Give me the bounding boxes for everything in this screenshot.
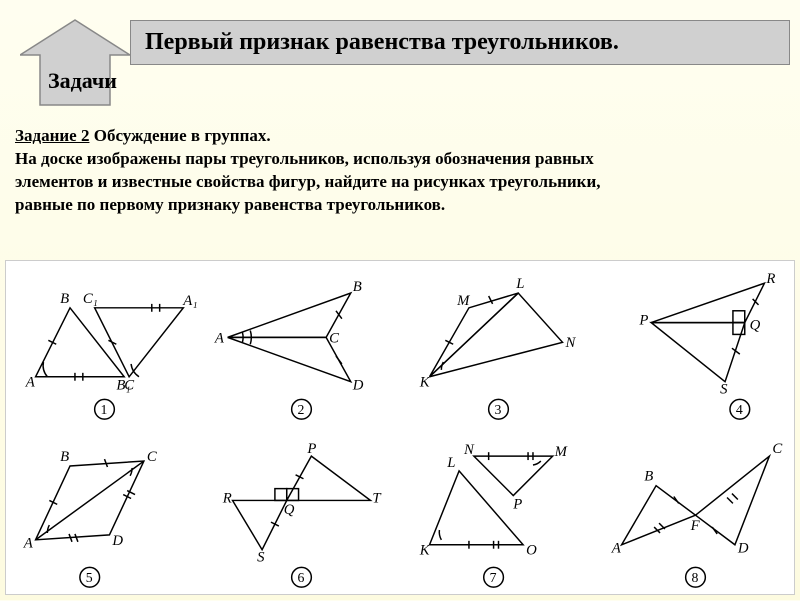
- label: K: [419, 375, 431, 391]
- label: O: [526, 542, 537, 558]
- label: A: [214, 330, 225, 346]
- label: A₁: [182, 293, 197, 309]
- label: C: [329, 330, 339, 346]
- label: P: [306, 441, 316, 457]
- task-suffix: Обсуждение в группах.: [89, 126, 270, 145]
- label: S: [257, 549, 265, 565]
- label: F: [690, 518, 701, 534]
- label: Q: [284, 502, 295, 518]
- body-line-1: На доске изображены пары треугольников, …: [15, 149, 594, 168]
- diagram-panel: A B C A₁ B₁ C₁ 1 A B C D: [5, 260, 795, 595]
- label: B: [60, 291, 69, 307]
- label: C₁: [83, 291, 98, 307]
- body-line-2: элементов и известные свойства фигур, на…: [15, 172, 601, 191]
- label: B: [353, 279, 362, 295]
- figure-number: 3: [495, 402, 502, 417]
- figure-number: 7: [490, 570, 497, 585]
- figure-number: 5: [86, 570, 93, 585]
- label: T: [372, 490, 382, 506]
- figure-number: 2: [298, 402, 305, 417]
- task-text: Задание 2 Обсуждение в группах. На доске…: [10, 125, 790, 217]
- label: B: [644, 468, 653, 484]
- figure-number: 4: [736, 402, 743, 417]
- label: R: [765, 271, 775, 287]
- label: K: [419, 542, 431, 558]
- label: N: [463, 442, 475, 458]
- label: Q: [750, 317, 761, 333]
- figure-2: A B C D 2: [203, 261, 400, 429]
- diagram-grid: A B C A₁ B₁ C₁ 1 A B C D: [6, 261, 794, 594]
- label: S: [720, 382, 728, 398]
- label: L: [515, 276, 524, 292]
- title-bar: Первый признак равенства треугольников.: [130, 20, 790, 65]
- figure-4: P Q R S 4: [597, 261, 794, 429]
- figure-1: A B C A₁ B₁ C₁ 1: [6, 261, 203, 429]
- figure-number: 8: [692, 570, 699, 585]
- label: P: [512, 496, 522, 512]
- label: M: [554, 444, 568, 460]
- tab-label: Задачи: [48, 68, 117, 94]
- figure-5: A B C D 5: [6, 429, 203, 597]
- label: D: [352, 378, 364, 394]
- label: P: [638, 313, 648, 329]
- figure-7: K L M N O P 7: [400, 429, 597, 597]
- label: A: [25, 375, 36, 391]
- label: B₁: [116, 378, 130, 394]
- label: N: [564, 335, 576, 351]
- label: D: [737, 540, 749, 556]
- label: D: [111, 532, 123, 548]
- label: L: [446, 454, 455, 470]
- label: M: [456, 293, 470, 309]
- figure-number: 6: [298, 570, 305, 585]
- body-line-3: равные по первому признаку равенства тре…: [15, 195, 445, 214]
- label: B: [60, 449, 69, 465]
- label: C: [147, 449, 157, 465]
- figure-8: A B C D F 8: [597, 429, 794, 597]
- figure-6: P Q R S T 6: [203, 429, 400, 597]
- figure-number: 1: [101, 402, 108, 417]
- figure-3: K L M N 3: [400, 261, 597, 429]
- label: R: [222, 490, 232, 506]
- task-number: Задание 2: [15, 126, 89, 145]
- label: C: [772, 441, 782, 457]
- label: A: [611, 540, 622, 556]
- page-title: Первый признак равенства треугольников.: [130, 20, 790, 65]
- label: A: [23, 535, 34, 551]
